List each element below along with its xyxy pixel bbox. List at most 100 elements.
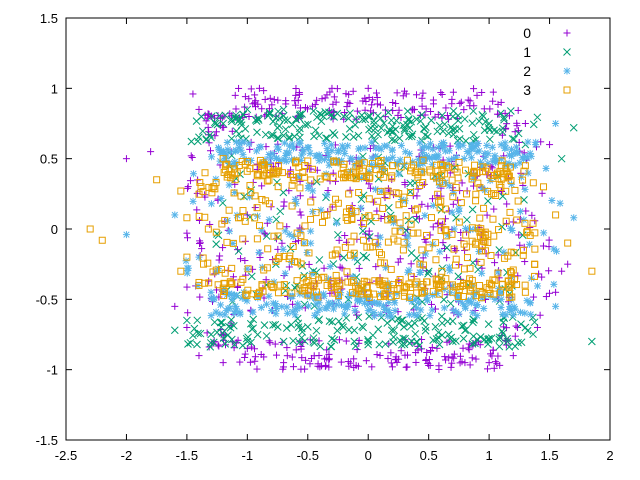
point-series-0: [186, 177, 194, 185]
point-series-2: [267, 154, 275, 162]
point-series-2: [556, 199, 564, 207]
point-series-0: [279, 363, 287, 371]
point-series-1: [510, 135, 519, 143]
legend-marker-series-0: [563, 29, 571, 37]
point-series-3: [387, 215, 395, 223]
point-series-3: [230, 189, 238, 197]
point-series-3: [98, 236, 106, 244]
point-series-1: [469, 332, 478, 341]
point-series-1: [484, 197, 492, 205]
point-series-3: [86, 225, 94, 233]
point-series-3: [417, 283, 425, 291]
point-series-3: [243, 292, 251, 300]
point-series-0: [384, 355, 392, 363]
point-series-0: [429, 96, 437, 104]
point-series-3: [355, 189, 363, 197]
point-series-1: [433, 127, 442, 136]
point-series-3: [468, 276, 476, 284]
point-series-1: [187, 137, 196, 146]
point-series-3: [212, 228, 220, 236]
point-series-3: [531, 260, 539, 268]
point-series-2: [532, 141, 540, 149]
point-series-1: [463, 215, 471, 224]
point-series-3: [372, 166, 380, 174]
point-series-2: [426, 154, 434, 162]
point-series-2: [418, 144, 426, 152]
point-series-3: [489, 276, 497, 284]
point-series-3: [263, 264, 271, 272]
point-series-3: [418, 169, 426, 177]
point-series-0: [292, 85, 300, 93]
point-series-3: [378, 251, 386, 259]
point-series-0: [341, 232, 349, 240]
point-series-3: [377, 159, 385, 167]
point-series-0: [216, 252, 224, 260]
point-series-0: [195, 352, 203, 360]
point-series-3: [237, 192, 245, 200]
point-series-2: [355, 145, 363, 153]
point-series-3: [492, 191, 500, 199]
point-series-1: [353, 257, 362, 266]
point-series-2: [417, 306, 425, 314]
point-series-3: [495, 226, 503, 234]
point-series-0: [472, 355, 480, 363]
point-series-3: [195, 212, 203, 220]
point-series-3: [399, 246, 407, 254]
point-series-3: [256, 156, 264, 164]
point-series-0: [456, 359, 464, 367]
point-series-3: [377, 259, 385, 267]
point-series-1: [358, 322, 366, 331]
point-series-1: [500, 115, 508, 124]
point-series-2: [312, 152, 320, 160]
point-series-0: [401, 178, 409, 186]
point-series-2: [289, 233, 297, 241]
point-series-0: [489, 88, 497, 96]
point-series-3: [323, 211, 331, 219]
point-series-3: [320, 211, 328, 219]
point-series-3: [526, 231, 534, 239]
point-series-0: [369, 96, 377, 104]
point-series-3: [388, 172, 396, 180]
point-series-1: [198, 127, 207, 135]
point-series-2: [467, 226, 475, 234]
point-series-1: [371, 124, 379, 133]
point-series-3: [410, 161, 418, 169]
point-series-1: [410, 319, 419, 328]
point-series-1: [397, 340, 406, 349]
point-series-3: [344, 278, 352, 286]
point-series-3: [395, 201, 403, 209]
point-series-2: [448, 208, 456, 216]
point-series-3: [429, 287, 437, 295]
point-series-2: [372, 144, 380, 152]
point-series-1: [468, 205, 477, 214]
point-series-0: [422, 105, 430, 113]
point-series-1: [197, 112, 206, 121]
x-tick-label: 1.5: [541, 448, 559, 463]
legend-label-series-0: 0: [523, 25, 531, 41]
point-series-2: [189, 170, 197, 178]
point-series-0: [503, 200, 511, 208]
point-series-2: [462, 224, 470, 232]
point-series-3: [490, 290, 498, 298]
point-series-1: [272, 215, 281, 224]
point-series-2: [295, 138, 303, 146]
point-series-3: [307, 176, 315, 184]
point-series-0: [359, 97, 367, 105]
point-series-0: [513, 119, 521, 127]
point-series-1: [384, 108, 393, 117]
point-series-2: [391, 307, 399, 315]
point-series-1: [275, 114, 284, 123]
point-series-1: [411, 216, 420, 224]
point-series-1: [279, 105, 288, 114]
point-series-0: [183, 229, 191, 237]
point-series-2: [468, 141, 476, 149]
point-series-0: [246, 358, 254, 366]
point-series-3: [212, 179, 220, 187]
point-series-3: [209, 268, 217, 276]
point-series-0: [325, 363, 333, 371]
point-series-3: [405, 293, 413, 301]
point-series-0: [484, 365, 492, 373]
point-series-3: [502, 187, 510, 195]
point-series-0: [448, 95, 456, 103]
point-series-3: [223, 160, 231, 168]
